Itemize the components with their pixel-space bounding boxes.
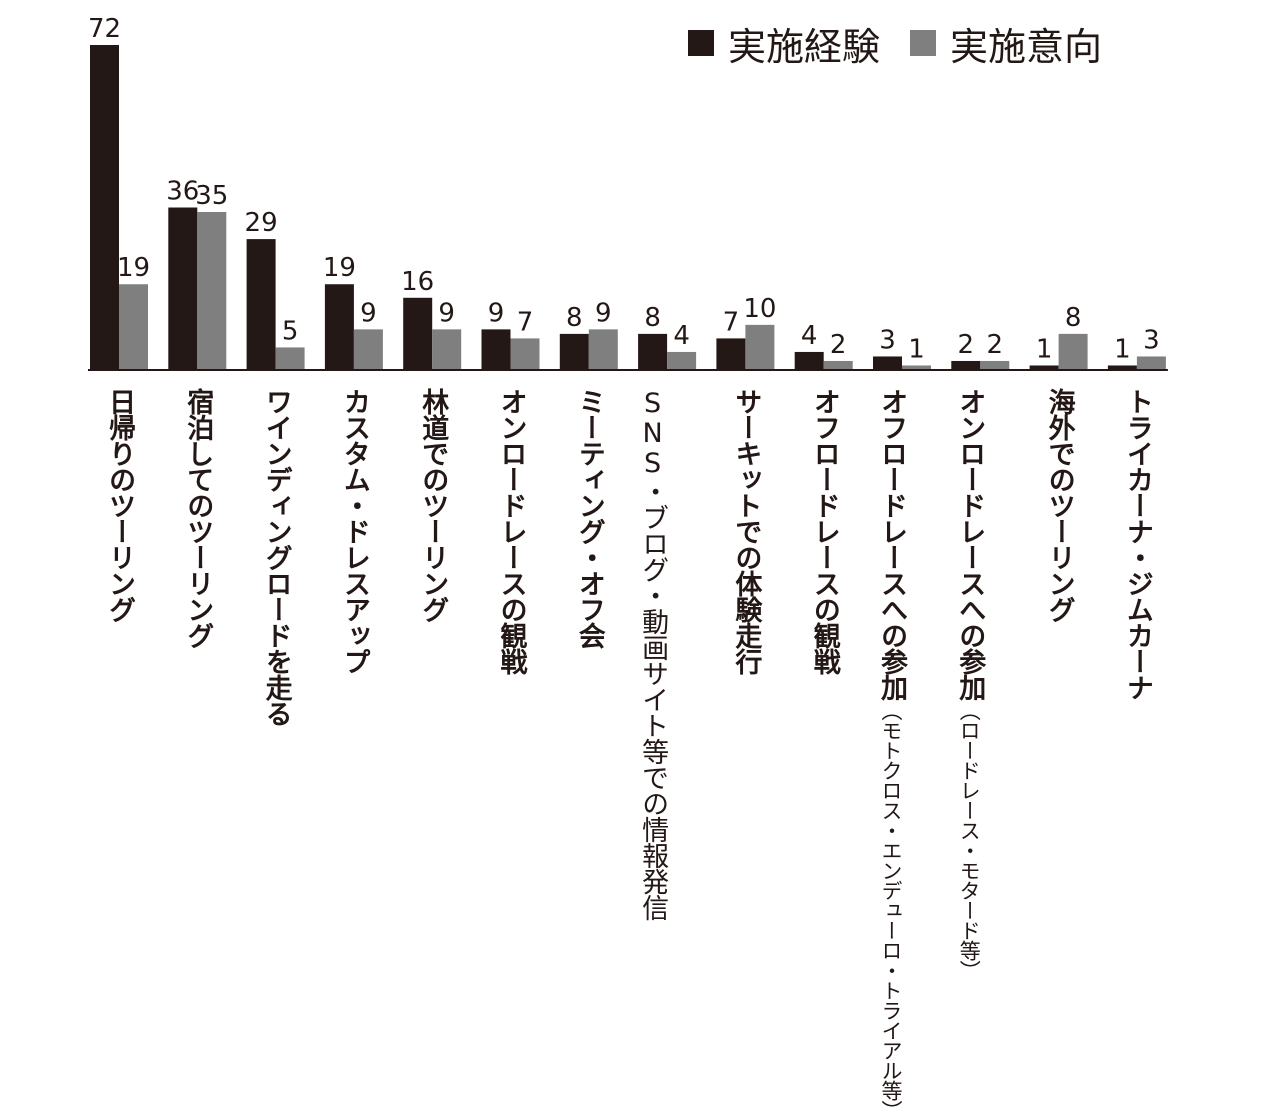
category-label-6: ミーティング・オフ会 [573,388,605,648]
value-label-intention-1: 35 [195,181,228,211]
value-label-experience-8: 7 [723,307,740,337]
category-label-line-11-0: オンロードレースへの参加 [954,388,986,700]
legend-item-experience: 実施経験 [688,16,880,71]
value-label-intention-8: 10 [743,294,776,324]
bar-intention-5 [510,338,540,370]
category-label-line-4-0: 林道でのツーリング [417,388,449,622]
value-label-intention-0: 19 [117,253,150,283]
value-label-experience-11: 2 [958,330,975,360]
bar-experience-3 [324,284,354,370]
category-label-line-7-1: 等での情報発信 [637,738,669,920]
bar-intention-4 [432,329,462,370]
category-label-line-12-0: 海外でのツーリング [1043,388,1075,622]
value-label-intention-6: 9 [595,298,612,328]
value-label-experience-3: 19 [323,253,356,283]
bar-intention-13 [1136,356,1166,370]
category-label-1: 宿泊してのツーリング [182,388,214,648]
value-label-experience-5: 9 [488,298,505,328]
value-label-experience-9: 4 [801,321,818,351]
bar-intention-2 [275,347,305,370]
category-label-10: オフロードレースへの参加（モトクロス・エンデューロ・トライアル等） [876,388,907,1120]
bar-intention-0 [119,284,148,370]
category-label-0: 日帰りのツーリング [104,388,135,622]
category-label-5: オンロードレースの観戦 [495,388,527,674]
category-label-line-0-0: 日帰りのツーリング [104,388,135,622]
bar-intention-9 [823,360,853,370]
bar-intention-6 [588,329,618,370]
category-label-13: トライカーナ・ジムカーナ [1121,388,1153,700]
category-label-3: カスタム・ドレスアップ [338,388,370,674]
category-label-line-10-1: （モトクロス・エンデューロ・トライアル等） [879,700,903,1120]
value-label-experience-7: 8 [644,303,661,333]
bar-experience-1 [168,207,198,370]
bar-intention-12 [1058,333,1088,370]
bar-experience-8 [716,338,746,370]
legend-label-experience: 実施経験 [728,24,881,69]
value-label-experience-12: 1 [1036,334,1053,364]
bar-experience-6 [559,333,589,370]
legend-item-intention: 実施意向 [910,16,1102,71]
value-label-intention-9: 2 [830,330,847,360]
value-label-intention-7: 4 [673,321,690,351]
legend-swatch-intention [910,30,937,56]
bars-group [90,45,1166,370]
bar-experience-0 [90,45,119,370]
value-label-intention-4: 9 [438,298,455,328]
category-label-line-5-0: オンロードレースの観戦 [495,388,527,674]
value-label-intention-12: 8 [1065,303,1082,333]
value-label-experience-6: 8 [566,303,583,333]
category-label-4: 林道でのツーリング [417,388,449,622]
value-label-experience-0: 72 [88,14,121,44]
bar-intention-8 [745,324,775,370]
bar-intention-3 [353,329,383,370]
category-label-line-6-0: ミーティング・オフ会 [573,388,605,648]
bar-experience-7 [638,333,668,370]
bar-intention-11 [980,360,1010,370]
category-label-line-9-0: オフロードレースの観戦 [808,388,840,674]
category-label-8: サーキットでの体験走行 [730,388,762,674]
bar-intention-1 [197,212,227,370]
category-label-line-13-0: トライカーナ・ジムカーナ [1121,388,1153,700]
bar-experience-5 [481,329,511,370]
category-label-line-10-0: オフロードレースへの参加 [876,388,907,700]
value-label-experience-1: 36 [166,177,199,207]
category-label-2: ワインディングロードを走る [260,388,292,726]
category-label-line-11-1: （ロードレース・モタード等） [957,700,982,980]
legend-label-intention: 実施意向 [950,24,1103,69]
legend-swatch-experience [688,30,714,56]
category-label-7: SNS・ブログ・動画サイト等での情報発信 [637,388,669,920]
bar-intention-10 [902,365,931,370]
value-label-intention-10: 1 [908,334,925,364]
value-label-intention-5: 7 [517,307,534,337]
value-label-experience-2: 29 [245,208,278,238]
category-label-line-2-0: ワインディングロードを走る [260,388,292,726]
category-label-11: オンロードレースへの参加（ロードレース・モタード等） [954,388,986,980]
value-label-experience-4: 16 [401,267,434,297]
value-label-experience-13: 1 [1114,334,1131,364]
value-label-intention-11: 2 [987,330,1004,360]
legend: 実施経験 実施意向 [688,16,1132,71]
category-label-line-8-0: サーキットでの体験走行 [730,388,762,674]
bar-experience-12 [1029,365,1059,370]
value-label-experience-10: 3 [879,325,896,355]
category-label-12: 海外でのツーリング [1043,388,1075,622]
bar-experience-4 [403,297,433,370]
bar-experience-10 [873,356,902,370]
category-label-line-3-0: カスタム・ドレスアップ [338,388,370,674]
value-label-intention-13: 3 [1143,325,1160,355]
value-label-intention-3: 9 [360,298,377,328]
bar-experience-9 [794,351,824,370]
value-label-intention-2: 5 [282,316,299,346]
category-label-line-1-0: 宿泊してのツーリング [182,388,214,648]
bar-experience-13 [1107,365,1137,370]
bar-experience-11 [951,360,981,370]
bar-intention-7 [667,351,697,370]
category-label-9: オフロードレースの観戦 [808,388,840,674]
category-label-line-7-0: SNS・ブログ・動画サイト [637,388,669,738]
bar-experience-2 [246,239,276,370]
